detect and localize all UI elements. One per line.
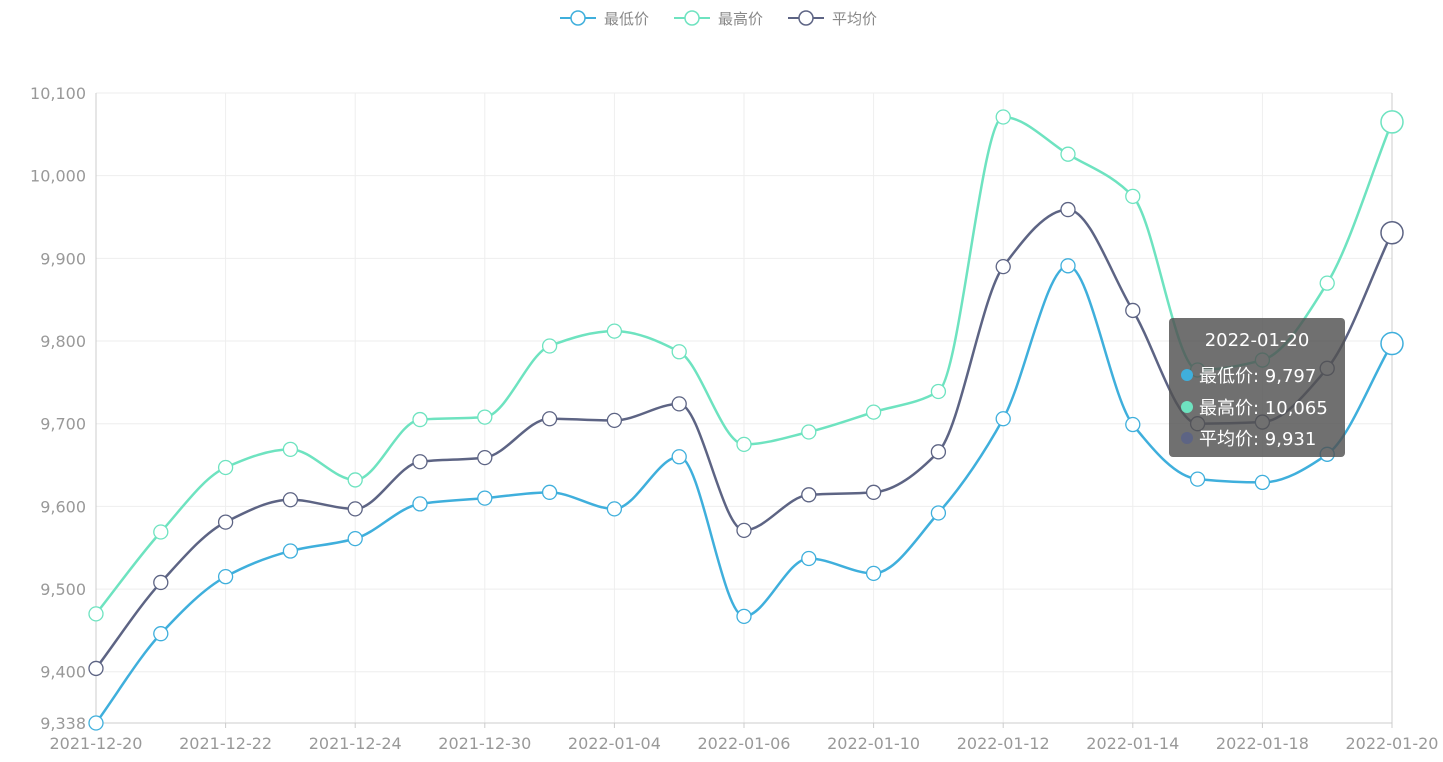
legend-label[interactable]: 平均价 — [832, 10, 877, 28]
y-tick-label: 9,600 — [40, 497, 86, 516]
y-tick-label: 10,100 — [30, 84, 86, 103]
x-tick-label: 2022-01-20 — [1346, 734, 1439, 753]
data-point[interactable] — [865, 484, 882, 500]
y-tick-label: 9,700 — [40, 415, 86, 434]
data-point[interactable] — [1060, 258, 1076, 274]
legend-label[interactable]: 最低价 — [604, 10, 649, 28]
data-point[interactable] — [477, 449, 493, 466]
x-tick-label: 2022-01-06 — [698, 734, 791, 753]
data-point[interactable] — [153, 626, 169, 642]
data-point[interactable] — [606, 501, 623, 517]
data-point[interactable] — [1125, 416, 1141, 433]
data-point[interactable] — [930, 383, 947, 400]
data-point[interactable] — [347, 530, 363, 547]
x-tick-label: 2021-12-20 — [50, 734, 143, 753]
series-dot-icon — [1181, 369, 1193, 381]
y-tick-label: 10,000 — [30, 167, 86, 186]
legend-marker-icon — [684, 10, 700, 26]
tooltip-row-high: 最高价: 10,065 — [1181, 394, 1328, 420]
data-point[interactable] — [1380, 110, 1404, 134]
x-tick-label: 2022-01-04 — [568, 734, 661, 753]
axes: 9,338 9,400 9,500 9,600 9,700 9,800 9,900 10,00… — [30, 84, 1438, 753]
tooltip-row-avg: 平均价: 9,931 — [1181, 425, 1316, 451]
data-point[interactable] — [995, 109, 1011, 125]
data-point[interactable] — [282, 441, 299, 457]
x-tick-label: 2022-01-12 — [957, 734, 1050, 753]
data-point[interactable] — [347, 472, 363, 488]
data-point[interactable] — [541, 411, 558, 427]
data-point[interactable] — [1380, 331, 1404, 356]
data-point[interactable] — [88, 715, 104, 731]
data-point[interactable] — [671, 396, 687, 412]
data-point[interactable] — [282, 543, 299, 559]
series-dot-icon — [1181, 432, 1193, 444]
data-point[interactable] — [1125, 188, 1141, 204]
data-point[interactable] — [671, 449, 687, 465]
x-tick-label: 2021-12-24 — [309, 734, 402, 753]
data-point[interactable] — [1060, 201, 1076, 218]
data-point[interactable] — [801, 487, 817, 503]
legend: 最低价 最高价 平均价 — [560, 10, 877, 28]
data-point[interactable] — [153, 574, 169, 591]
series-dot-icon — [1181, 401, 1193, 413]
data-point[interactable] — [217, 459, 234, 476]
data-point[interactable] — [606, 323, 623, 339]
data-point[interactable] — [1060, 146, 1076, 162]
y-tick-label: 9,900 — [40, 249, 86, 268]
x-tick-label: 2022-01-10 — [827, 734, 920, 753]
y-tick-label: 9,400 — [40, 663, 86, 682]
tooltip-row-label: 最低价: 9,797 — [1199, 366, 1317, 387]
data-point[interactable] — [1380, 220, 1404, 245]
data-point[interactable] — [930, 444, 947, 460]
data-point[interactable] — [736, 608, 752, 624]
data-point[interactable] — [88, 660, 104, 677]
tooltip-row-label: 平均价: 9,931 — [1199, 429, 1317, 450]
data-point[interactable] — [217, 514, 234, 530]
x-tick-label: 2022-01-18 — [1216, 734, 1309, 753]
data-point[interactable] — [930, 505, 947, 521]
legend-marker-icon — [798, 10, 814, 26]
x-tick-label: 2021-12-22 — [179, 734, 272, 753]
data-point[interactable] — [801, 424, 817, 440]
data-point[interactable] — [88, 606, 104, 622]
data-point[interactable] — [477, 409, 493, 425]
data-point[interactable] — [541, 338, 558, 354]
data-point[interactable] — [865, 565, 882, 582]
tooltip: 2022-01-20 最低价: 9,797 最高价: 10,065 平均价: 9… — [1169, 318, 1345, 457]
y-tick-label: 9,500 — [40, 580, 86, 599]
x-tick-label: 2021-12-30 — [438, 734, 531, 753]
data-point[interactable] — [412, 496, 428, 512]
data-point[interactable] — [1319, 275, 1335, 291]
data-point[interactable] — [541, 484, 558, 500]
data-point[interactable] — [347, 501, 363, 517]
data-point[interactable] — [412, 454, 428, 470]
data-point[interactable] — [412, 411, 428, 428]
data-point[interactable] — [801, 550, 817, 567]
y-tick-label: 9,338 — [40, 714, 86, 733]
data-point[interactable] — [1189, 471, 1206, 487]
legend-marker-icon — [570, 10, 586, 26]
y-tick-label: 9,800 — [40, 332, 86, 351]
tooltip-row-label: 最高价: 10,065 — [1199, 398, 1328, 419]
legend-label[interactable]: 最高价 — [718, 10, 763, 28]
grid-lines — [95, 92, 1393, 724]
data-point[interactable] — [1254, 474, 1271, 491]
data-point[interactable] — [995, 258, 1011, 275]
data-point[interactable] — [217, 569, 234, 585]
data-point[interactable] — [736, 522, 752, 539]
x-tick-label: 2022-01-14 — [1086, 734, 1179, 753]
data-point[interactable] — [1125, 302, 1141, 319]
tooltip-row-low: 最低价: 9,797 — [1181, 362, 1316, 388]
data-point[interactable] — [153, 524, 169, 540]
data-point[interactable] — [671, 344, 687, 360]
data-point[interactable] — [282, 492, 299, 508]
data-point[interactable] — [606, 412, 623, 429]
data-point[interactable] — [736, 436, 752, 453]
data-point[interactable] — [995, 411, 1011, 427]
data-point[interactable] — [477, 490, 493, 506]
series-line-0 — [94, 264, 1394, 724]
data-point[interactable] — [865, 404, 882, 420]
tooltip-title: 2022-01-20 — [1204, 330, 1310, 351]
